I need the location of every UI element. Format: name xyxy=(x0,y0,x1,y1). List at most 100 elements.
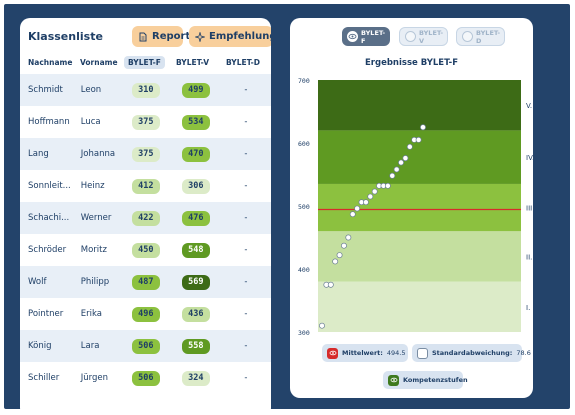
report-button[interactable]: Report xyxy=(132,26,190,47)
cell-bylet-v: 569 xyxy=(171,266,221,298)
cell-vorname: Jürgen xyxy=(80,373,109,383)
legend-kompetenzstufen[interactable]: Kompetenzstufen xyxy=(383,371,468,389)
cell-bylet-v: 548 xyxy=(171,234,221,266)
column-header-bylet-d[interactable]: BYLET-D xyxy=(226,58,260,67)
table-row[interactable]: Wolf Philipp 487 569 - xyxy=(20,266,271,298)
y-tick-label: 500 xyxy=(298,203,310,211)
student-table: Schmidt Leon 310 499- Hoffmann Luca 375 534- Lan… xyxy=(20,74,271,394)
column-header-bylet-f[interactable]: BYLET-F xyxy=(124,56,165,69)
toggle-bylet-f[interactable]: BYLET-F xyxy=(342,27,390,46)
score-badge: 412 xyxy=(131,178,160,194)
y-tick-label: 400 xyxy=(298,266,310,274)
cell-bylet-f: 506 xyxy=(121,362,171,394)
test-toggle-group: BYLET-F BYLET-V BYLET-D xyxy=(290,27,533,47)
cell-bylet-d: - xyxy=(244,85,248,95)
cell-nachname: Lang xyxy=(28,149,49,159)
data-point xyxy=(341,242,347,249)
results-panel: BYLET-F BYLET-V BYLET-D Ergebnisse BYLET… xyxy=(290,18,533,398)
score-badge: 499 xyxy=(181,82,210,98)
cell-vorname: Johanna xyxy=(80,149,116,159)
score-badge: 496 xyxy=(131,306,160,322)
data-point xyxy=(393,166,400,173)
table-row[interactable]: Lang Johanna 375 470 - xyxy=(20,138,271,170)
cell-nachname: König xyxy=(28,341,52,351)
data-point xyxy=(354,205,361,212)
cell-bylet-v: 534 xyxy=(171,106,221,138)
score-badge: 310 xyxy=(131,82,160,98)
score-badge: 375 xyxy=(131,146,160,162)
cell-vorname: Moritz xyxy=(80,245,107,255)
cell-vorname: Luca xyxy=(80,117,101,127)
score-badge: 487 xyxy=(131,274,160,290)
data-point xyxy=(402,155,409,162)
column-header-bylet-v[interactable]: BYLET-V xyxy=(176,58,210,67)
toggle-bylet-v[interactable]: BYLET-V xyxy=(399,27,448,46)
table-row[interactable]: Schachi... Werner 422 476 - xyxy=(20,202,271,234)
cell-bylet-v: 558 xyxy=(171,330,221,362)
cell-bylet-d: - xyxy=(244,309,248,319)
score-badge: 422 xyxy=(131,210,160,226)
table-row[interactable]: Hoffmann Luca 375 534 - xyxy=(20,106,271,138)
band-label: II. xyxy=(526,253,532,261)
toggle-circle-icon xyxy=(462,31,473,42)
score-badge: 324 xyxy=(181,370,210,386)
score-badge: 470 xyxy=(181,146,210,162)
score-badge: 506 xyxy=(131,370,160,386)
toggle-bylet-d-label: BYLET-D xyxy=(476,28,501,45)
class-list-panel: Klassenliste Report Empfehlungen Nachnam… xyxy=(20,18,271,415)
cell-bylet-d: - xyxy=(244,277,248,287)
toggle-bylet-v-label: BYLET-V xyxy=(419,28,444,45)
legend-standardabweichung[interactable]: Standardabweichung: 78.6 xyxy=(412,344,531,362)
cell-bylet-f: 450 xyxy=(121,234,171,266)
empfehlungen-button[interactable]: Empfehlungen xyxy=(189,26,271,47)
eye-icon xyxy=(347,31,358,42)
band-label: I. xyxy=(526,304,530,312)
data-point xyxy=(420,124,426,131)
cell-vorname: Werner xyxy=(80,213,112,223)
data-point xyxy=(319,322,325,329)
data-point xyxy=(345,234,352,241)
document-icon xyxy=(139,32,147,41)
cell-nachname: Schachi... xyxy=(28,213,70,223)
cell-bylet-f: 506 xyxy=(121,330,171,362)
y-tick-label: 700 xyxy=(298,77,310,85)
cell-bylet-f: 487 xyxy=(121,266,171,298)
table-row[interactable]: Sonnleit... Heinz 412 306 - xyxy=(20,170,271,202)
cell-nachname: Schröder xyxy=(28,245,67,255)
cell-bylet-d: - xyxy=(244,245,248,255)
cell-vorname: Erika xyxy=(80,309,102,319)
report-button-label: Report xyxy=(152,31,191,42)
score-badge: 569 xyxy=(181,274,210,290)
data-point xyxy=(415,136,422,143)
cell-vorname: Philipp xyxy=(80,277,110,287)
toggle-circle-icon xyxy=(405,31,416,42)
band-3 xyxy=(318,183,521,232)
cell-vorname: Leon xyxy=(80,85,102,95)
table-row[interactable]: Schröder Moritz 450 548 - xyxy=(20,234,271,266)
column-header-vorname[interactable]: Vorname xyxy=(80,58,118,67)
cell-bylet-d: - xyxy=(244,373,248,383)
data-point xyxy=(362,199,369,206)
cell-nachname: Pointner xyxy=(28,309,64,319)
legend-mittelwert-label: Mittelwert: xyxy=(342,349,383,357)
cell-bylet-d: - xyxy=(244,149,248,159)
data-point xyxy=(349,211,356,218)
score-badge: 450 xyxy=(131,242,160,258)
table-row[interactable]: König Lara 506 558 - xyxy=(20,330,271,362)
table-row[interactable]: Pointner Erika 496 436 - xyxy=(20,298,271,330)
score-badge: 534 xyxy=(181,114,210,130)
cell-bylet-v: 499 xyxy=(171,74,221,106)
band-label: V. xyxy=(526,102,532,110)
table-row[interactable]: Schiller Jürgen 506 324 - xyxy=(20,362,271,394)
data-point xyxy=(384,182,391,189)
eye-icon xyxy=(327,347,338,359)
score-badge: 476 xyxy=(181,210,210,226)
toggle-bylet-d[interactable]: BYLET-D xyxy=(456,27,505,46)
toggle-bylet-f-label: BYLET-F xyxy=(361,28,386,45)
legend-mittelwert[interactable]: Mittelwert: 494.5 xyxy=(322,344,408,362)
column-header-nachname[interactable]: Nachname xyxy=(28,58,73,67)
band-5 xyxy=(318,80,521,131)
cell-bylet-v: 306 xyxy=(171,170,221,202)
data-point xyxy=(327,281,334,288)
table-row[interactable]: Schmidt Leon 310 499 - xyxy=(20,74,271,106)
